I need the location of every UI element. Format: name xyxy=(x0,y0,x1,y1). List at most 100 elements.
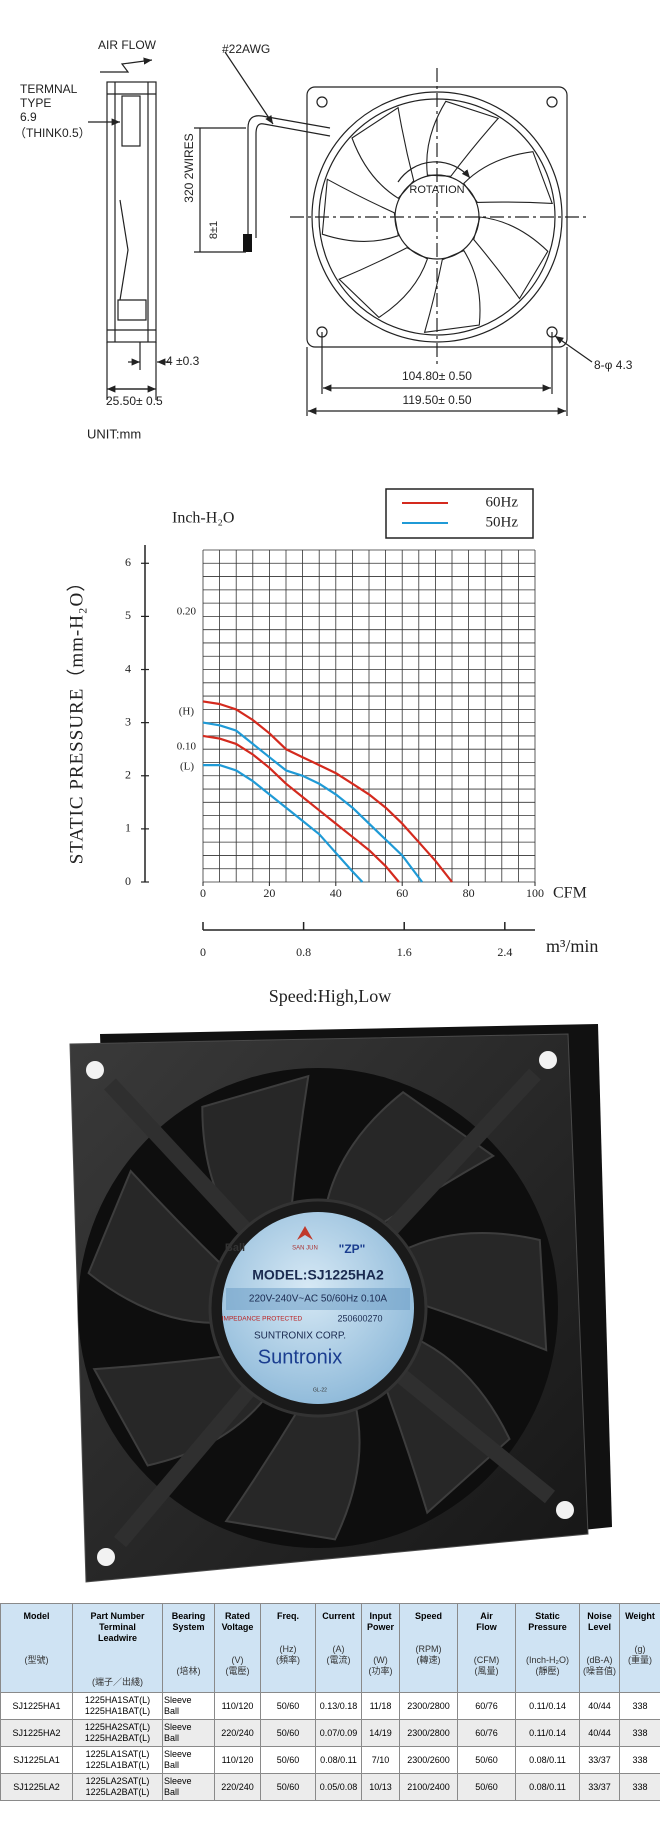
header-name: Speed xyxy=(401,1605,456,1622)
flange-dimension: 4 ±0.3 xyxy=(166,354,200,368)
table-cell: 0.08/0.11 xyxy=(515,1746,580,1774)
label-model: MODEL:SJ1225HA2 xyxy=(252,1267,384,1283)
header-name-line: Power xyxy=(366,1622,394,1632)
header-name: Current xyxy=(317,1605,360,1622)
header-unit: (V) xyxy=(231,1655,244,1665)
blade-outline xyxy=(426,100,500,177)
header-cn: (功率) xyxy=(368,1666,393,1676)
table-cell-line: Sleeve xyxy=(164,1722,192,1732)
table-cell-line: 1225HA2BAT(L) xyxy=(84,1733,151,1743)
pq-chart: Inch-H₂O STATIC PRESSURE（mm-H₂O） (H) (L)… xyxy=(65,488,598,1006)
table-cell: 40/44 xyxy=(579,1719,620,1747)
header-name-line: Leadwire xyxy=(97,1633,137,1643)
table-cell: 50/60 xyxy=(457,1773,516,1801)
table-cell-line: 1225LA2BAT(L) xyxy=(85,1787,150,1797)
table-cell: SJ1225LA1 xyxy=(0,1746,73,1774)
width-dimension: 119.50± 0.50 xyxy=(402,393,471,407)
wire-gauge-label: #22AWG xyxy=(222,42,270,56)
x-tick-label: 0 xyxy=(200,886,206,900)
header-name: Weight xyxy=(621,1605,659,1622)
header-cn: (電壓) xyxy=(225,1666,250,1676)
header-units: (端子／出綫) xyxy=(74,1666,161,1688)
y-tick-label: 1 xyxy=(125,821,131,835)
holes-label: 8-φ 4.3 xyxy=(594,358,633,372)
y-tick-label: 0 xyxy=(125,874,131,888)
header-name-line: Terminal xyxy=(99,1622,136,1632)
header-cell: Freq. (Hz) (頻率) xyxy=(260,1603,316,1693)
label-serial: 250600270 xyxy=(337,1313,382,1323)
table-cell-line: Sleeve xyxy=(164,1695,192,1705)
table-cell: 0.11/0.14 xyxy=(515,1692,580,1720)
header-cell: Speed (RPM) (轉速) xyxy=(399,1603,458,1693)
table-cell-line: 1225LA1SAT(L) xyxy=(85,1749,150,1759)
y-tick-label: 3 xyxy=(125,714,131,728)
table-body: SJ1225HA1 1225HA1SAT(L) 1225HA1BAT(L) Sleev… xyxy=(0,1692,660,1801)
table-cell: 0.08/0.11 xyxy=(315,1746,362,1774)
table-cell: 1225HA1SAT(L) 1225HA1BAT(L) xyxy=(72,1692,163,1720)
label-series: "ZP" xyxy=(339,1242,366,1256)
header-row: Model (型號) Part Number Terminal Leadwire (端子／… xyxy=(0,1603,660,1693)
header-name-line: Noise xyxy=(587,1611,612,1621)
header-units: (V) (電壓) xyxy=(216,1655,259,1677)
label-rating: 220V-240V~AC 50/60Hz 0.10A xyxy=(249,1294,387,1305)
header-units: (A) (電流) xyxy=(317,1644,360,1666)
header-cell: Input Power (W) (功率) xyxy=(361,1603,400,1693)
header-cn: (重量) xyxy=(628,1655,652,1665)
header-cell: Noise Level (dB-A) (噪音值) xyxy=(579,1603,620,1693)
table-cell: 2300/2600 xyxy=(399,1746,458,1774)
table-cell: 10/13 xyxy=(361,1773,400,1801)
label-code: GL-22 xyxy=(313,1387,327,1393)
header-name-line: Flow xyxy=(476,1622,497,1632)
terminal-label: 6.9 xyxy=(20,110,37,124)
x2-tick-label: 0 xyxy=(200,945,206,959)
table-cell: 338 xyxy=(619,1746,660,1774)
table-cell: 338 xyxy=(619,1692,660,1720)
header-name-line: Freq. xyxy=(276,1611,299,1621)
rotation-label: ROTATION xyxy=(409,184,464,196)
table-cell: 33/37 xyxy=(579,1773,620,1801)
y2-axis-label: Inch-H₂O xyxy=(172,510,234,527)
table-cell-line: Ball xyxy=(164,1733,180,1743)
table-cell: 0.08/0.11 xyxy=(515,1773,580,1801)
header-unit: (CFM) xyxy=(473,1655,500,1665)
legend-label: 60Hz xyxy=(486,494,519,510)
header-name-line: Weight xyxy=(625,1611,655,1621)
y-tick-label: 5 xyxy=(125,608,131,622)
header-name: Noise Level xyxy=(581,1605,618,1633)
label-brand: SAN JUN xyxy=(292,1246,318,1252)
header-cn: (電流) xyxy=(326,1655,351,1665)
table-cell: 1225HA2SAT(L) 1225HA2BAT(L) xyxy=(72,1719,163,1747)
header-units: (RPM) (轉速) xyxy=(401,1644,456,1666)
product-photo: Ball SAN JUN "ZP" MODEL:SJ1225HA2 220V-2… xyxy=(69,1024,612,1583)
header-unit: (A) xyxy=(332,1644,345,1654)
unit-label: UNIT:mm xyxy=(87,426,141,441)
header-name: Part Number Terminal Leadwire xyxy=(74,1605,161,1644)
header-name-line: Rated xyxy=(224,1611,250,1621)
table-cell: 50/60 xyxy=(260,1719,316,1747)
table-row: SJ1225HA2 1225HA2SAT(L) 1225HA2BAT(L) Sleev… xyxy=(0,1719,660,1747)
terminal-label: （THINK0.5） xyxy=(14,126,91,140)
table-cell: 338 xyxy=(619,1773,660,1801)
x2-tick-label: 2.4 xyxy=(497,945,512,959)
header-cell: Current (A) (電流) xyxy=(315,1603,362,1693)
table-row: SJ1225LA1 1225LA1SAT(L) 1225LA1BAT(L) Sleev… xyxy=(0,1746,660,1774)
x2-tick-label: 0.8 xyxy=(296,945,311,959)
header-unit: (W) xyxy=(373,1655,388,1665)
label-impedance: IMPEDANCE PROTECTED xyxy=(222,1316,303,1323)
header-name-line: System xyxy=(172,1622,205,1632)
table-cell: 60/76 xyxy=(457,1692,516,1720)
header-cn: (風量) xyxy=(474,1666,499,1676)
fan-blade xyxy=(399,1232,548,1352)
label-bearing: Ball xyxy=(225,1242,245,1254)
pq-curve xyxy=(202,700,453,883)
header-name: Bearing System xyxy=(164,1605,213,1633)
header-name-line: Air xyxy=(480,1611,493,1621)
header-unit: (Inch-H₂O) xyxy=(526,1655,569,1665)
header-cn: (頻率) xyxy=(276,1655,300,1665)
header-units: (Inch-H₂O) (靜壓) xyxy=(517,1655,578,1677)
header-units: (g) (重量) xyxy=(621,1644,659,1666)
header-unit: (g) xyxy=(634,1644,646,1654)
table-cell: 60/76 xyxy=(457,1719,516,1747)
label-logo: Suntronix xyxy=(258,1346,343,1368)
